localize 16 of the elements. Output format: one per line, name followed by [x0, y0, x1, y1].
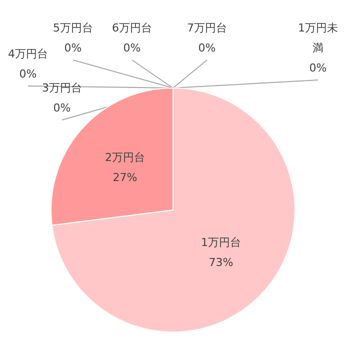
data-label: 73% [208, 256, 234, 269]
text: 0% [123, 42, 141, 54]
text: 0% [64, 42, 82, 54]
text: 0% [19, 68, 37, 80]
slice-label: 1万円台 [201, 236, 242, 249]
data-label: 27% [112, 171, 138, 184]
category-label: 3万円台 [42, 82, 82, 94]
text: 0% [309, 62, 327, 74]
slice-label: 2万円台 [104, 151, 145, 164]
category-label: 6万円台 [112, 22, 152, 34]
text: 0% [198, 42, 216, 54]
text: 0% [53, 102, 71, 114]
category-label: 1万円未満 [298, 22, 338, 54]
category-label: 5万円台 [53, 22, 93, 34]
category-label: 7万円台 [187, 22, 227, 34]
category-label: 4万円台 [8, 48, 48, 60]
